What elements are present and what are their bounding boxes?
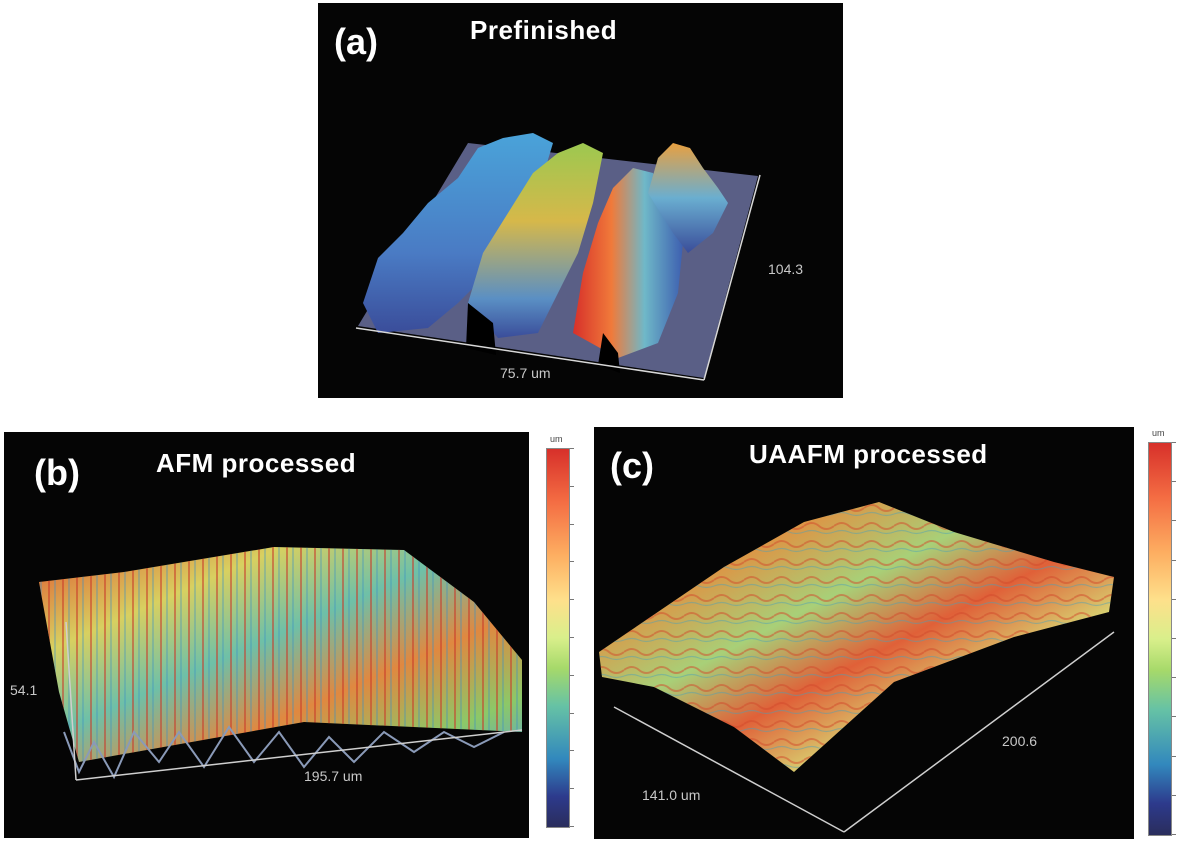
- surface-plot-a: [355, 133, 761, 381]
- panel-c-letter: (c): [610, 445, 654, 486]
- panel-b-letter: (b): [34, 452, 80, 493]
- axis-x: [613, 706, 845, 833]
- axis-x: [355, 327, 705, 381]
- spike-line: [63, 725, 505, 780]
- panel-a-title: Prefinished: [470, 15, 618, 45]
- panel-c-uaafm-processed: (c) UAAFM processed 200.6 141.0 um: [594, 427, 1134, 839]
- axis-y: [843, 631, 1115, 833]
- ridge-1: [363, 133, 553, 333]
- surface-c-texture: [599, 502, 1114, 772]
- panel-c-dim-y: 200.6: [1002, 733, 1038, 749]
- panel-a-dim-x: 75.7 um: [500, 365, 551, 381]
- ridge-2: [468, 143, 603, 338]
- colorbar-b-ticks: [570, 448, 578, 827]
- valley-shadow: [598, 333, 620, 373]
- panel-c-title: UAAFM processed: [749, 439, 988, 469]
- surface-b-texture: [39, 547, 522, 762]
- colorbar-b-unit: um: [550, 434, 563, 444]
- colorbar-c-gradient: [1148, 442, 1172, 836]
- panel-a-letter: (a): [334, 21, 378, 62]
- surface-plot-c: [599, 502, 1115, 833]
- surface-plot-b: [39, 547, 523, 781]
- panel-b-dim-x: 195.7 um: [304, 768, 363, 784]
- axis-x: [75, 729, 523, 781]
- panel-b-afm-processed: (b) AFM processed 54.1 195.7 um: [4, 432, 529, 838]
- ridge-4: [648, 143, 728, 253]
- axis-z: [65, 621, 77, 781]
- colorbar-c-ticks: [1172, 442, 1180, 835]
- panel-a-prefinished: (a) Prefinished 104.3 75.7 um: [318, 3, 843, 398]
- colorbar-b-gradient: [546, 448, 570, 828]
- panel-c-dim-x: 141.0 um: [642, 787, 701, 803]
- panel-b-title: AFM processed: [156, 448, 357, 478]
- axis-y: [703, 174, 761, 381]
- colorbar-c-unit: um: [1152, 428, 1165, 438]
- ridge-3-peak: [573, 168, 683, 358]
- panel-b-dim-y: 54.1: [10, 682, 38, 698]
- panel-a-dim-y: 104.3: [768, 261, 804, 277]
- valley-shadow: [466, 303, 496, 355]
